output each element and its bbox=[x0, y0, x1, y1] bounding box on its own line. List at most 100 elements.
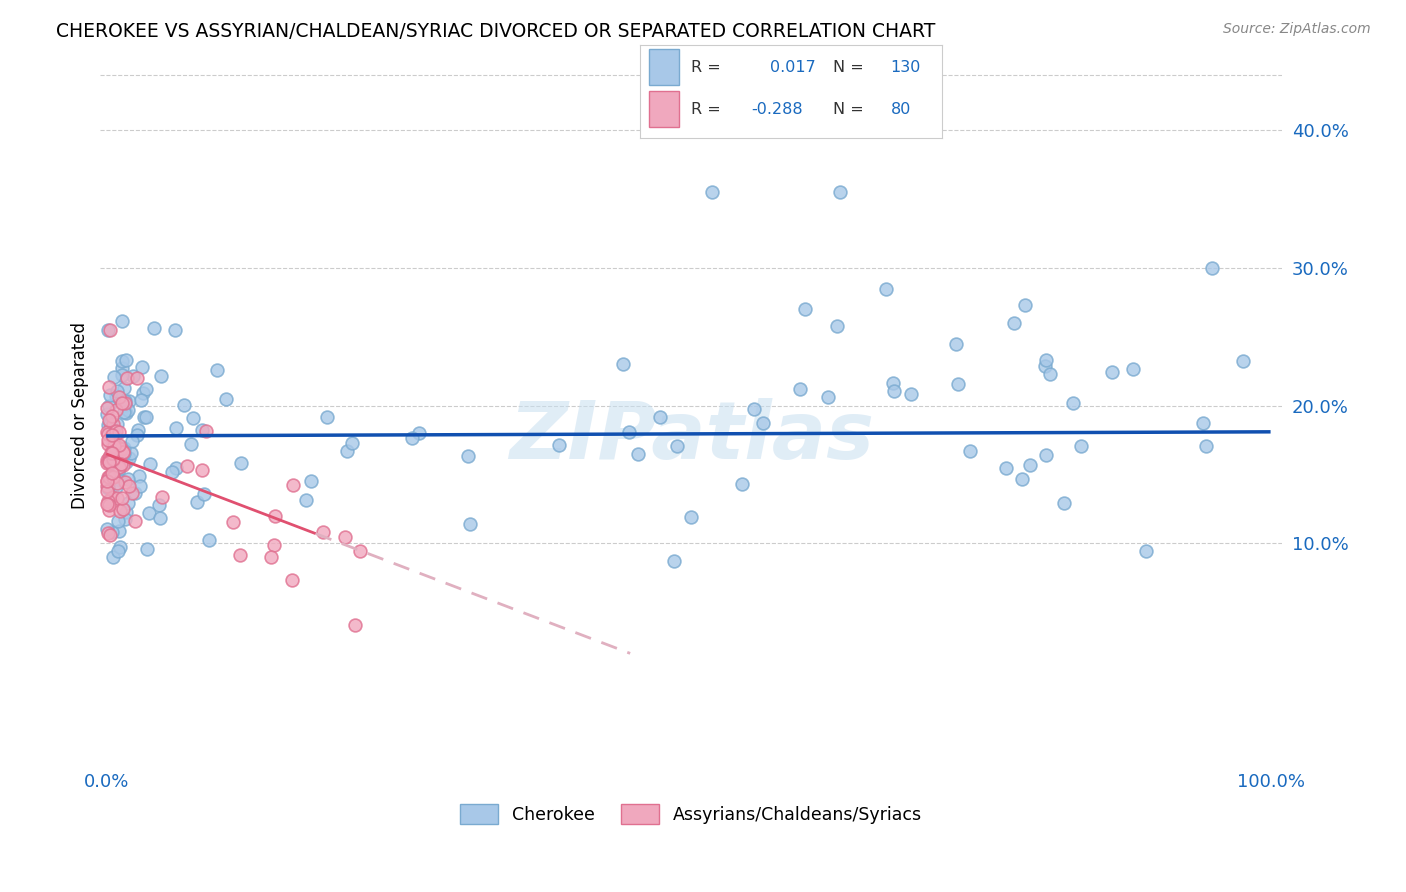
Point bbox=[135, 410, 157, 425]
Point bbox=[263, 538, 285, 552]
Point bbox=[1195, 439, 1218, 453]
Point bbox=[101, 409, 124, 423]
Point bbox=[111, 445, 134, 459]
Point bbox=[108, 503, 131, 517]
Point bbox=[100, 491, 122, 506]
Point bbox=[124, 514, 146, 528]
Point bbox=[1101, 365, 1123, 379]
Point bbox=[97, 479, 120, 493]
Point bbox=[1014, 298, 1036, 312]
Point bbox=[114, 396, 136, 410]
Point bbox=[98, 416, 121, 430]
Point bbox=[150, 369, 173, 384]
Point bbox=[1232, 354, 1254, 368]
Point bbox=[121, 486, 143, 500]
Point bbox=[101, 427, 124, 442]
Point bbox=[101, 446, 124, 460]
Point bbox=[96, 522, 118, 536]
Point bbox=[959, 444, 981, 458]
Point bbox=[316, 409, 339, 424]
Point bbox=[96, 453, 118, 467]
Point bbox=[96, 401, 118, 415]
Point bbox=[1052, 496, 1074, 510]
Point bbox=[97, 493, 120, 508]
Point bbox=[97, 526, 120, 541]
Point bbox=[139, 457, 162, 471]
Point bbox=[100, 466, 122, 480]
Point bbox=[97, 481, 120, 495]
Point bbox=[295, 492, 318, 507]
Point bbox=[190, 423, 212, 437]
Point bbox=[107, 390, 129, 404]
Point bbox=[110, 395, 132, 409]
Point bbox=[105, 402, 128, 417]
Text: 130: 130 bbox=[890, 60, 921, 75]
Point bbox=[118, 393, 141, 408]
Point bbox=[340, 436, 363, 450]
Point bbox=[101, 491, 124, 505]
Point bbox=[97, 470, 120, 484]
Point bbox=[127, 371, 149, 385]
Point bbox=[98, 527, 121, 541]
Point bbox=[260, 550, 283, 565]
Point bbox=[195, 424, 218, 438]
Point bbox=[457, 449, 479, 463]
Point bbox=[110, 457, 132, 471]
Point bbox=[1011, 472, 1033, 486]
Point bbox=[122, 369, 145, 384]
Point bbox=[138, 506, 160, 520]
Point bbox=[114, 511, 136, 525]
Point bbox=[142, 320, 165, 334]
Point bbox=[111, 458, 134, 473]
Point bbox=[108, 462, 131, 476]
Point bbox=[101, 440, 124, 454]
Point bbox=[127, 423, 149, 437]
Text: ZIPatlas: ZIPatlas bbox=[509, 398, 873, 475]
Point bbox=[105, 491, 128, 505]
Point bbox=[105, 389, 128, 403]
Point bbox=[101, 417, 124, 432]
Point bbox=[97, 450, 120, 465]
Bar bbox=[648, 49, 679, 85]
Point bbox=[112, 380, 135, 394]
Point bbox=[186, 495, 208, 509]
Point bbox=[162, 466, 184, 480]
Point bbox=[101, 525, 124, 540]
Point bbox=[107, 425, 129, 439]
Point bbox=[349, 544, 371, 558]
Point bbox=[612, 357, 634, 371]
Point bbox=[648, 410, 671, 425]
Point bbox=[98, 388, 121, 402]
Point bbox=[281, 573, 304, 587]
Point bbox=[679, 510, 702, 524]
Point bbox=[104, 480, 127, 494]
Point bbox=[96, 407, 118, 421]
Point bbox=[101, 469, 124, 483]
Point bbox=[129, 392, 152, 407]
Point bbox=[173, 399, 195, 413]
Bar bbox=[648, 92, 679, 127]
Point bbox=[112, 405, 135, 419]
Point bbox=[1192, 416, 1215, 430]
Point bbox=[900, 386, 922, 401]
Point bbox=[98, 413, 121, 427]
Point bbox=[165, 420, 187, 434]
Point bbox=[101, 434, 124, 448]
Point bbox=[96, 483, 118, 498]
Point bbox=[946, 377, 969, 392]
Point bbox=[828, 186, 851, 200]
Point bbox=[700, 186, 723, 200]
Point bbox=[1018, 458, 1040, 472]
Text: N =: N = bbox=[834, 103, 863, 117]
Point bbox=[108, 473, 131, 487]
Point bbox=[229, 548, 252, 562]
Point bbox=[875, 282, 897, 296]
Point bbox=[752, 416, 775, 430]
Point bbox=[110, 491, 132, 506]
Point bbox=[110, 442, 132, 456]
Point bbox=[548, 438, 571, 452]
Point bbox=[96, 497, 118, 511]
Point bbox=[994, 461, 1017, 475]
Text: Source: ZipAtlas.com: Source: ZipAtlas.com bbox=[1223, 22, 1371, 37]
Point bbox=[945, 336, 967, 351]
